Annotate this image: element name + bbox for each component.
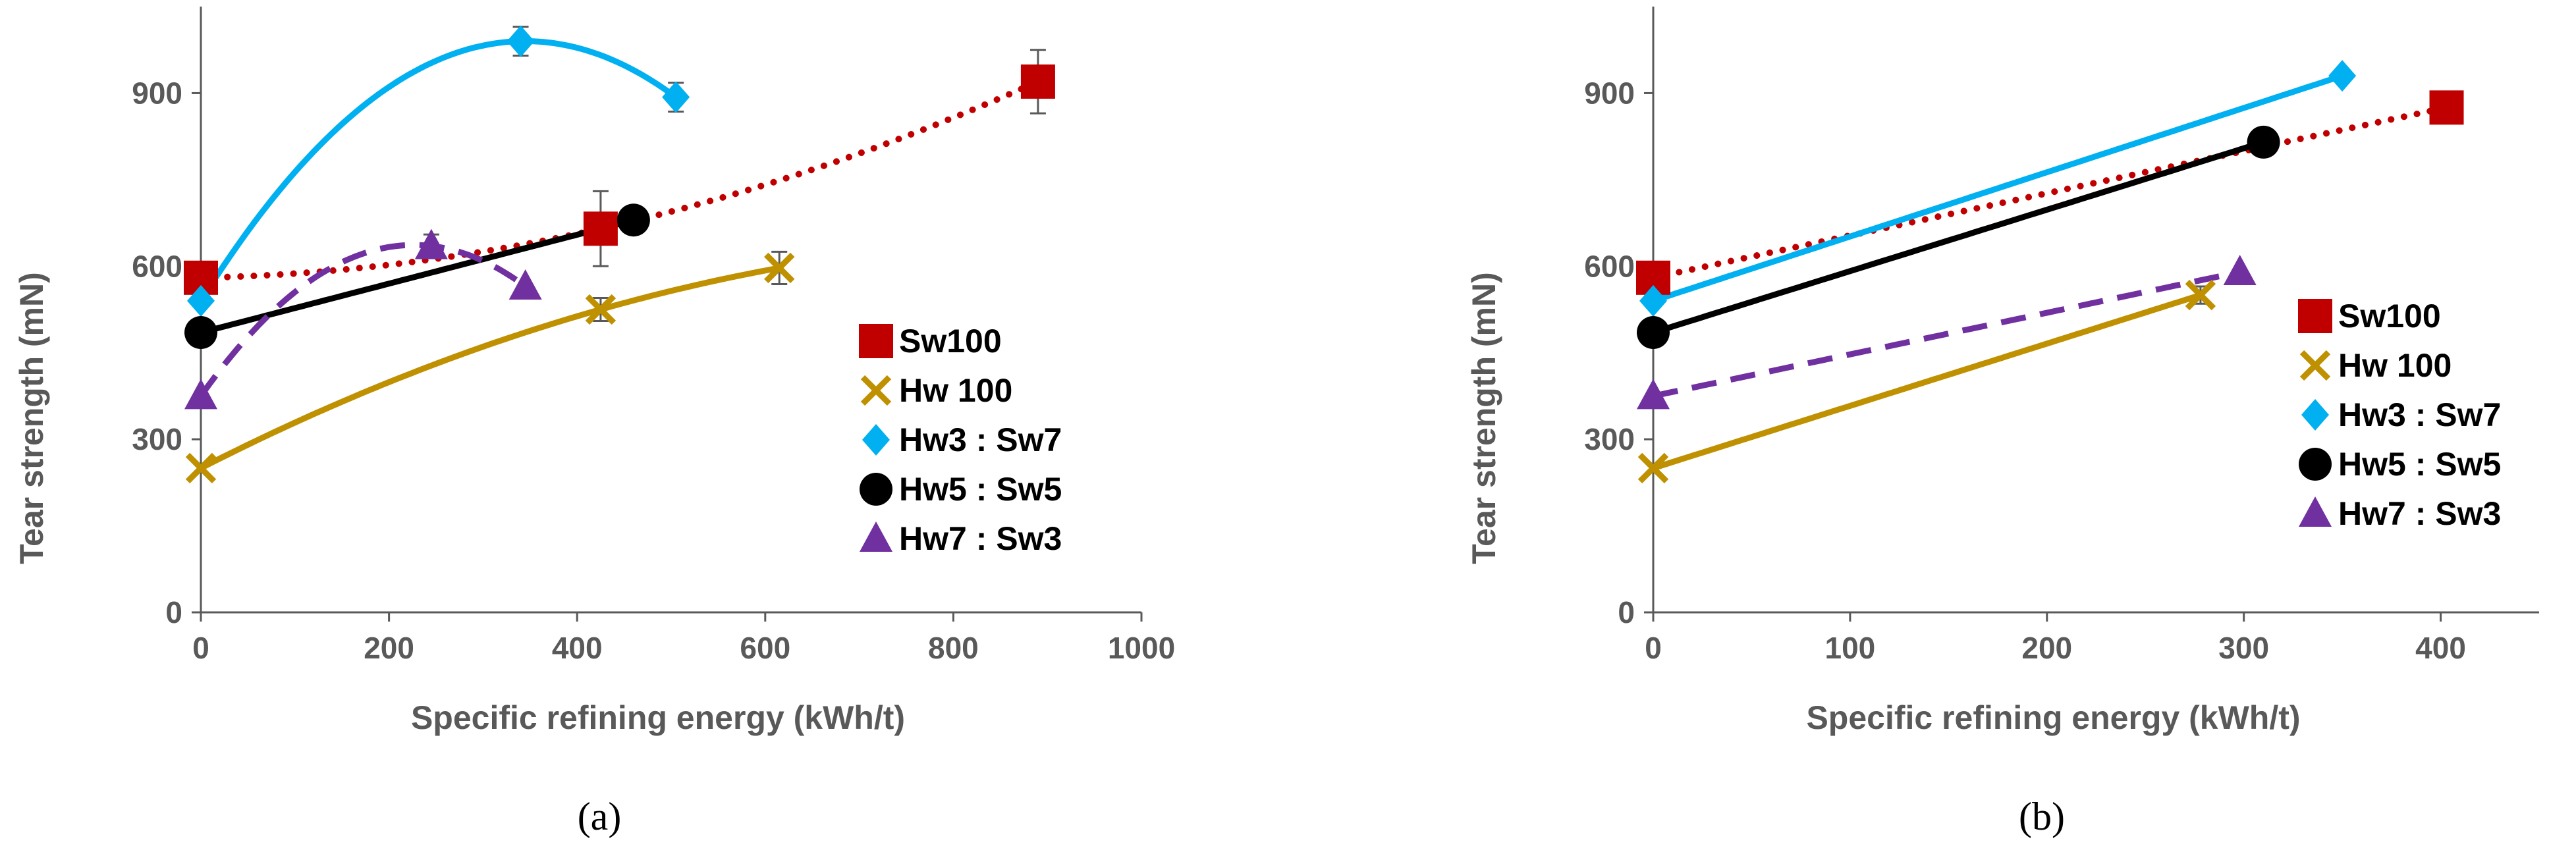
panel-a-legend-label-4: Hw7 : Sw3 <box>899 520 1062 557</box>
panel-a-point-1-1-stroke-2 <box>585 294 617 325</box>
panel-b-legend-label-0: Sw100 <box>2338 298 2441 334</box>
panel-a-y-tick-label-2: 600 <box>132 249 182 283</box>
panel-b-x-tick-label-3: 300 <box>2218 631 2269 665</box>
panel-b-y-tick-label-0: 0 <box>1618 595 1635 629</box>
panel-b-legend-marker-0 <box>2298 299 2332 333</box>
panel-a-legend-label-1: Hw 100 <box>899 372 1012 409</box>
panel-a-point-1-2-stroke-2 <box>764 252 795 284</box>
panel-b-y-axis-title: Tear strength (mN) <box>1466 272 1502 564</box>
panel-b-x-tick-label-4: 400 <box>2415 631 2466 665</box>
panel-a-panel-label: (a) <box>578 795 622 838</box>
panel-a-trendline-4 <box>198 242 528 398</box>
panel-a-point-1-1 <box>585 294 617 325</box>
panel-b-legend-marker-1-stroke-2 <box>2299 350 2331 381</box>
panel-a-point-4-0 <box>184 379 217 410</box>
panel-a-legend-marker-3 <box>860 473 892 506</box>
panel-b-point-0-1 <box>2429 90 2464 125</box>
panel-b-legend-label-4: Hw7 : Sw3 <box>2338 495 2501 532</box>
panel-a-trendline-0 <box>198 78 1041 281</box>
panel-a-x-tick-label-2: 400 <box>552 631 603 665</box>
panel-a-point-1-2 <box>764 252 795 284</box>
panel-a-point-1-0 <box>185 452 217 484</box>
panel-b-legend-label-2: Hw3 : Sw7 <box>2338 396 2501 433</box>
panel-a-point-0-1 <box>583 211 618 246</box>
panel-a-point-3-0 <box>184 316 217 350</box>
panel-b-point-1-1-stroke-2 <box>2185 279 2216 311</box>
chart-panel-a: 0 200 400 600 800 1000 0 300 600 900 Specific refi… <box>13 7 1175 838</box>
panel-a-legend-label-2: Hw3 : Sw7 <box>899 421 1062 458</box>
panel-b-trendline-4 <box>1653 269 2241 399</box>
panel-a-point-3-1 <box>617 203 650 237</box>
panel-b-point-4-0 <box>1637 379 1670 410</box>
panel-b-trendline-0 <box>1650 104 2450 281</box>
panel-a-point-2-2 <box>662 81 690 113</box>
panel-a-x-tick-label-3: 600 <box>740 631 790 665</box>
panel-a-trendline-3 <box>198 217 637 336</box>
panel-b-x-axis-title: Specific refining energy (kWh/t) <box>1806 699 2300 736</box>
panel-a-point-0-2 <box>1020 64 1055 99</box>
panel-b-legend-marker-2 <box>2301 399 2329 431</box>
panel-a-trendline-2 <box>198 38 679 304</box>
panel-a-x-tick-label-0: 0 <box>192 631 209 665</box>
panel-b-legend-label-3: Hw5 : Sw5 <box>2338 446 2501 483</box>
panel-b-legend-marker-1 <box>2299 350 2331 381</box>
panel-a-legend-marker-0 <box>859 324 893 358</box>
panel-a-y-axis-title: Tear strength (mN) <box>13 272 50 564</box>
panel-a-trendline-1 <box>198 265 782 471</box>
panel-a-y-tick-label-1: 300 <box>132 422 182 456</box>
panel-a-legend-marker-1 <box>860 375 892 406</box>
panel-b-x-tick-label-1: 100 <box>1825 631 1876 665</box>
panel-b-y-tick-label-3: 900 <box>1584 76 1635 110</box>
panel-a-point-2-1 <box>507 25 535 57</box>
panel-a-y-tick-label-3: 900 <box>132 76 182 110</box>
panel-a-point-2-0 <box>187 284 215 317</box>
panel-b-legend-marker-3 <box>2299 448 2332 481</box>
panel-b-trendline-2 <box>1650 72 2345 304</box>
panel-b-point-4-1 <box>2223 255 2257 286</box>
panel-b-y-tick-label-2: 600 <box>1584 249 1635 283</box>
panel-a-legend-label-0: Sw100 <box>899 323 1002 360</box>
panel-b-point-3-0 <box>1637 316 1670 350</box>
panel-a-point-4-1 <box>414 228 448 259</box>
panel-a-point-1-0-stroke-2 <box>185 452 217 484</box>
panel-b-point-2-0 <box>1639 284 1667 317</box>
panel-b-legend-label-1: Hw 100 <box>2338 347 2452 384</box>
panel-a-legend-marker-1-stroke-2 <box>860 375 892 406</box>
panel-b-panel-label: (b) <box>2019 795 2065 838</box>
panel-a-legend-marker-4 <box>860 521 892 552</box>
panel-b-legend-marker-4 <box>2299 496 2332 527</box>
panel-b-point-2-1 <box>2328 60 2357 92</box>
panel-a-x-axis-title: Specific refining energy (kWh/t) <box>411 699 905 736</box>
panel-b-trendline-3 <box>1650 139 2267 336</box>
panel-b-x-tick-label-0: 0 <box>1645 631 1662 665</box>
panel-b-x-tick-label-2: 200 <box>2021 631 2072 665</box>
panel-b-point-3-1 <box>2247 125 2280 159</box>
panel-b-point-1-0-stroke-2 <box>1637 452 1669 484</box>
panel-b-point-1-1 <box>2185 279 2216 311</box>
panel-a-point-4-2 <box>508 269 542 300</box>
panel-a-legend-marker-2 <box>862 424 890 456</box>
panel-b-trendline-1 <box>1650 292 2204 471</box>
panel-a-legend-label-3: Hw5 : Sw5 <box>899 471 1062 508</box>
panel-a-x-tick-label-4: 800 <box>928 631 979 665</box>
panel-b-y-tick-label-1: 300 <box>1584 422 1635 456</box>
chart-panel-b: 0 100 200 300 400 0 300 600 900 Specific refining… <box>1466 7 2539 838</box>
panel-b-point-1-0 <box>1637 452 1669 484</box>
panel-a-x-tick-label-5: 1000 <box>1108 631 1175 665</box>
panel-a-y-tick-label-0: 0 <box>165 595 182 629</box>
panel-a-x-tick-label-1: 200 <box>364 631 414 665</box>
